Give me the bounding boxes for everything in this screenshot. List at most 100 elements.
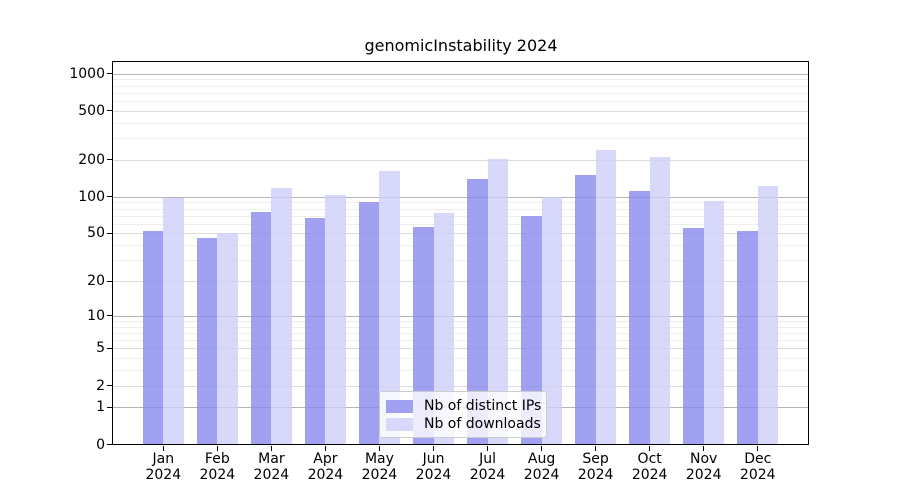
gridline-60 (113, 223, 809, 225)
x-tick-label-dec: Dec 2024 (739, 451, 776, 483)
downloads-swatch-icon (386, 417, 413, 431)
y-tick-label-1: 1 (96, 399, 105, 416)
gridline-800 (113, 85, 809, 87)
y-tick-mark-50 (107, 232, 112, 235)
y-tick-label-10: 10 (87, 307, 105, 324)
y-tick-label-50: 50 (87, 225, 105, 242)
gridline-90 (113, 202, 809, 204)
gridline-2 (113, 385, 809, 387)
y-tick-mark-10 (107, 315, 112, 317)
x-tick-label-sep: Sep 2024 (577, 451, 614, 483)
gridline-30 (113, 260, 809, 262)
bar-downloads-mar-2024 (271, 187, 292, 445)
x-tick-mark-jun (432, 445, 435, 451)
gridline-600 (113, 100, 809, 102)
distinct-ips-swatch-icon (386, 399, 413, 413)
x-tick-mark-nov (703, 445, 705, 451)
gridline-700 (113, 92, 809, 94)
y-tick-mark-2 (107, 385, 112, 387)
y-tick-mark-1000 (107, 72, 112, 75)
y-tick-label-2: 2 (96, 377, 105, 394)
gridline-900 (113, 79, 809, 81)
bar-downloads-jul-2024 (487, 158, 509, 445)
bar-downloads-sep-2024 (595, 149, 617, 445)
x-tick-mark-aug (540, 445, 543, 451)
x-tick-label-nov: Nov 2024 (685, 451, 722, 483)
gridline-300 (113, 138, 809, 140)
legend-entry-distinct-ips: Nb of distinct IPs (380, 397, 546, 415)
x-tick-label-aug: Aug 2024 (523, 451, 560, 483)
gridline-500 (113, 110, 809, 112)
bar-downloads-nov-2024 (703, 200, 725, 445)
legend-entry-downloads: Nb of downloads (380, 415, 546, 433)
legend-label: Nb of downloads (424, 416, 541, 432)
x-tick-label-may: May 2024 (361, 451, 398, 483)
bar-downloads-feb-2024 (217, 233, 238, 445)
y-tick-label-500: 500 (78, 102, 105, 119)
bar-distinct-ips-dec-2024 (737, 231, 758, 445)
bar-distinct-ips-jul-2024 (467, 178, 488, 445)
bar-distinct-ips-jun-2024 (413, 226, 434, 445)
gridline-6 (113, 340, 809, 342)
x-tick-label-oct: Oct 2024 (631, 451, 668, 483)
y-tick-mark-5 (107, 347, 112, 350)
x-tick-label-jul: Jul 2024 (469, 451, 506, 483)
gridline-400 (113, 122, 809, 124)
legend-label: Nb of distinct IPs (424, 398, 542, 414)
gridline-80 (113, 208, 809, 210)
x-tick-label-mar: Mar 2024 (253, 451, 290, 483)
bar-downloads-oct-2024 (649, 156, 671, 445)
x-tick-mark-feb (216, 445, 218, 451)
x-tick-label-jan: Jan 2024 (145, 451, 182, 483)
gridline-70 (113, 215, 809, 217)
gridline-3 (113, 370, 809, 372)
gridline-5 (113, 348, 809, 350)
x-tick-label-feb: Feb 2024 (199, 451, 236, 483)
bar-downloads-may-2024 (379, 170, 400, 445)
gridline-100 (113, 196, 809, 198)
bar-downloads-jan-2024 (163, 198, 184, 445)
y-tick-label-100: 100 (78, 188, 105, 205)
x-tick-mark-apr (324, 445, 326, 451)
x-tick-mark-jul (486, 445, 489, 451)
gridline-9 (113, 321, 809, 322)
x-tick-mark-sep (595, 445, 597, 451)
gridline-8 (113, 326, 809, 328)
gridline-50 (113, 233, 809, 235)
gridline-200 (113, 159, 809, 161)
bar-distinct-ips-oct-2024 (629, 190, 650, 445)
y-tick-label-200: 200 (78, 151, 105, 168)
bar-distinct-ips-aug-2024 (521, 215, 542, 445)
y-tick-label-0: 0 (96, 436, 105, 453)
bar-distinct-ips-jan-2024 (142, 231, 164, 445)
x-tick-mark-oct (649, 445, 651, 451)
gridline-4 (113, 358, 809, 360)
legend: Nb of distinct IPs Nb of downloads (379, 391, 547, 438)
chart-title: genomicInstability 2024 (364, 36, 558, 55)
bar-distinct-ips-nov-2024 (683, 228, 704, 445)
x-tick-mark-jan (162, 445, 164, 451)
bar-distinct-ips-may-2024 (358, 201, 380, 445)
x-tick-mark-mar (270, 445, 272, 451)
y-tick-mark-20 (107, 280, 112, 282)
x-tick-label-apr: Apr 2024 (307, 451, 344, 483)
bar-distinct-ips-feb-2024 (196, 237, 218, 445)
bar-downloads-apr-2024 (325, 195, 346, 445)
plot-area (113, 62, 809, 445)
x-tick-mark-may (378, 445, 381, 451)
gridline-40 (113, 245, 809, 247)
y-tick-mark-200 (107, 159, 112, 161)
bar-distinct-ips-sep-2024 (575, 175, 596, 445)
gridline-1000 (113, 73, 809, 75)
bar-distinct-ips-mar-2024 (250, 212, 272, 445)
bar-downloads-jun-2024 (433, 212, 454, 445)
gridline-10 (113, 315, 809, 317)
gridline-20 (113, 281, 809, 283)
y-tick-mark-1 (107, 406, 112, 409)
y-tick-label-1000: 1000 (69, 65, 105, 82)
gridline-7 (113, 332, 809, 334)
y-tick-mark-500 (107, 110, 112, 112)
y-tick-mark-100 (107, 196, 112, 198)
x-tick-label-jun: Jun 2024 (415, 451, 452, 483)
